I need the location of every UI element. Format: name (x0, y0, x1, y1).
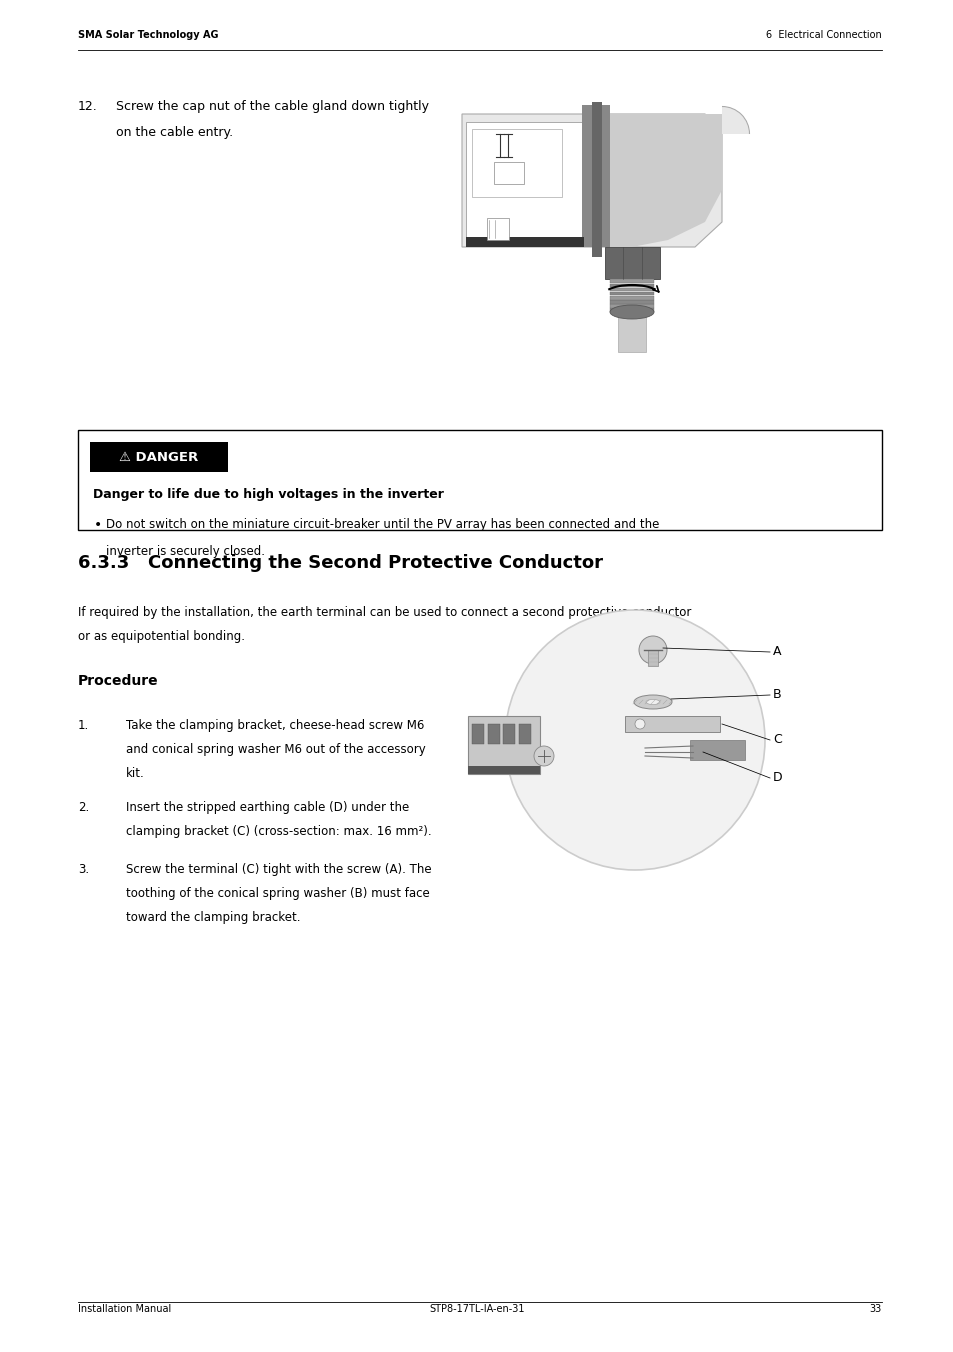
Text: Screw the cap nut of the cable gland down tightly: Screw the cap nut of the cable gland dow… (116, 100, 429, 114)
Text: and conical spring washer M6 out of the accessory: and conical spring washer M6 out of the … (126, 744, 425, 756)
Bar (472, 725, 483, 744)
Text: B: B (772, 688, 781, 702)
FancyBboxPatch shape (465, 122, 583, 241)
Text: STP8-17TL-IA-en-31: STP8-17TL-IA-en-31 (429, 1303, 524, 1314)
Bar (581, 105, 609, 247)
Bar (78, 430, 882, 530)
Text: C: C (772, 734, 781, 746)
Circle shape (504, 610, 764, 869)
Text: 6.3.3   Connecting the Second Protective Conductor: 6.3.3 Connecting the Second Protective C… (78, 554, 602, 572)
Bar (609, 280, 654, 283)
Bar (90, 442, 228, 472)
Text: Do not switch on the miniature circuit-breaker until the PV array has been conne: Do not switch on the miniature circuit-b… (106, 518, 659, 531)
Text: inverter is securely closed.: inverter is securely closed. (106, 545, 265, 558)
FancyBboxPatch shape (472, 128, 561, 197)
Text: 12.: 12. (78, 100, 97, 114)
Text: Installation Manual: Installation Manual (78, 1303, 172, 1314)
Polygon shape (584, 114, 721, 247)
Text: 2.: 2. (78, 800, 90, 814)
Text: ⚠ DANGER: ⚠ DANGER (119, 450, 198, 464)
Text: toward the clamping bracket.: toward the clamping bracket. (126, 911, 300, 923)
Bar (618, 310, 645, 352)
Text: 33: 33 (869, 1303, 882, 1314)
Text: kit.: kit. (126, 767, 145, 780)
Bar (468, 717, 539, 773)
Text: 1.: 1. (78, 719, 90, 731)
Bar (689, 740, 744, 760)
Bar (609, 304, 654, 308)
Bar (487, 725, 499, 744)
Bar (609, 300, 654, 304)
Polygon shape (721, 107, 748, 134)
Bar (502, 725, 515, 744)
Bar (494, 162, 523, 184)
Bar (592, 101, 601, 257)
Text: Procedure: Procedure (78, 675, 158, 688)
Circle shape (534, 746, 554, 767)
Circle shape (639, 635, 666, 664)
Bar (486, 218, 509, 241)
Text: Danger to life due to high voltages in the inverter: Danger to life due to high voltages in t… (92, 488, 443, 502)
Text: 3.: 3. (78, 863, 89, 876)
Bar (609, 308, 654, 312)
Text: Insert the stripped earthing cable (D) under the: Insert the stripped earthing cable (D) u… (126, 800, 409, 814)
Text: If required by the installation, the earth terminal can be used to connect a sec: If required by the installation, the ear… (78, 606, 691, 619)
Bar (647, 650, 658, 667)
Circle shape (635, 719, 644, 729)
Bar (609, 292, 654, 296)
Text: SMA Solar Technology AG: SMA Solar Technology AG (78, 30, 218, 41)
Text: clamping bracket (C) (cross-section: max. 16 mm²).: clamping bracket (C) (cross-section: max… (126, 825, 431, 838)
Text: Take the clamping bracket, cheese-head screw M6: Take the clamping bracket, cheese-head s… (126, 719, 424, 731)
Ellipse shape (634, 695, 671, 708)
Text: Screw the terminal (C) tight with the screw (A). The: Screw the terminal (C) tight with the sc… (126, 863, 431, 876)
Bar (604, 247, 659, 279)
Bar (468, 767, 539, 773)
Text: A: A (772, 645, 781, 658)
Text: on the cable entry.: on the cable entry. (116, 126, 233, 139)
Text: D: D (772, 772, 781, 784)
Bar (609, 296, 654, 300)
Text: or as equipotential bonding.: or as equipotential bonding. (78, 630, 245, 644)
Text: toothing of the conical spring washer (B) must face: toothing of the conical spring washer (B… (126, 887, 429, 900)
Bar (609, 288, 654, 292)
Ellipse shape (645, 699, 659, 704)
Polygon shape (461, 114, 721, 247)
Bar (518, 725, 530, 744)
Text: •: • (94, 518, 102, 531)
Text: 6  Electrical Connection: 6 Electrical Connection (765, 30, 882, 41)
Bar (624, 717, 720, 731)
Bar (609, 284, 654, 287)
Bar (465, 237, 583, 247)
Ellipse shape (609, 306, 654, 319)
